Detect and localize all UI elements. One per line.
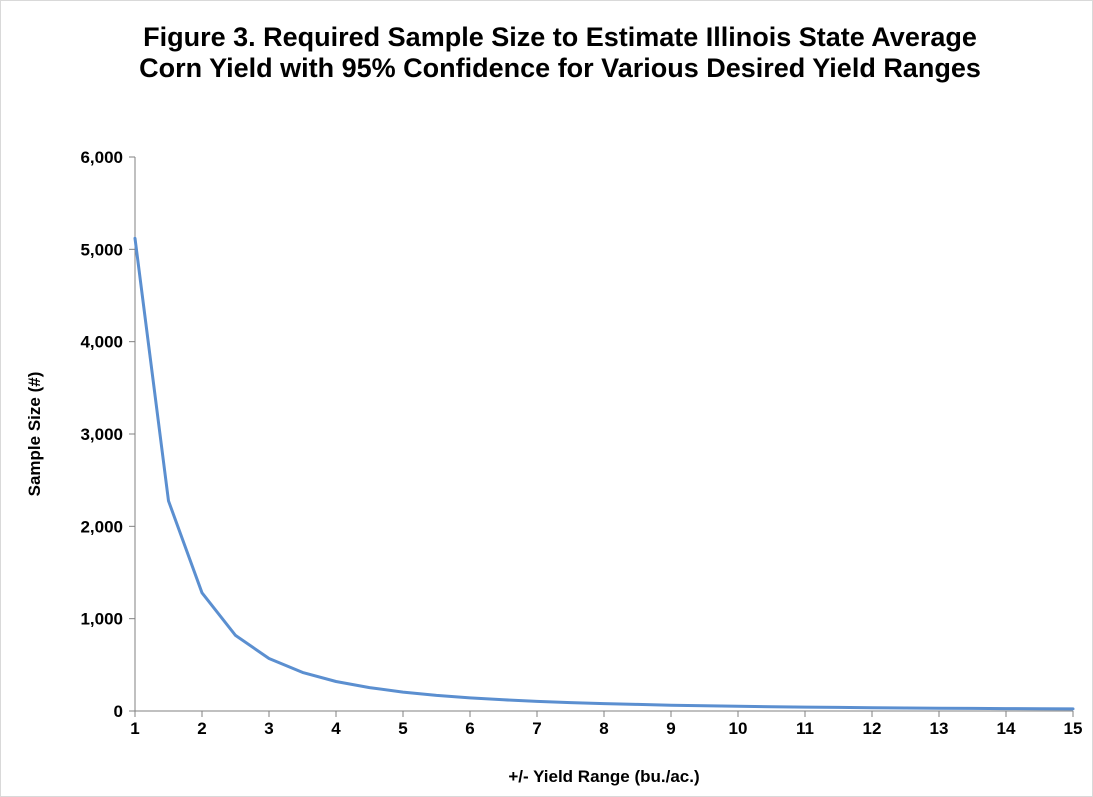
x-tick-label: 9 <box>666 719 675 738</box>
y-tick-label: 4,000 <box>80 333 123 352</box>
y-tick-label: 3,000 <box>80 425 123 444</box>
x-tick-label: 2 <box>197 719 206 738</box>
series-layer <box>133 236 1075 711</box>
x-tick-label: 8 <box>599 719 608 738</box>
x-tick-label: 7 <box>532 719 541 738</box>
x-tick-label: 14 <box>997 719 1016 738</box>
x-tick-label: 5 <box>398 719 407 738</box>
x-tick-label: 6 <box>465 719 474 738</box>
y-axis-title: Sample Size (#) <box>25 372 44 497</box>
x-tick-label: 11 <box>796 719 814 738</box>
y-axis-ticks: 0 1,000 2,000 3,000 4,000 5,000 6,000 <box>80 148 135 721</box>
x-tick-label: 4 <box>331 719 341 738</box>
y-tick-label: 6,000 <box>80 148 123 167</box>
y-tick-label: 1,000 <box>80 610 123 629</box>
x-tick-label: 10 <box>729 719 748 738</box>
y-tick-label: 0 <box>114 702 123 721</box>
x-axis-ticks: 1 2 3 4 5 6 7 8 9 10 11 12 13 14 15 <box>130 711 1082 738</box>
y-tick-label: 2,000 <box>80 517 123 536</box>
series-line-0 <box>133 236 1075 711</box>
x-tick-label: 3 <box>264 719 273 738</box>
y-tick-label: 5,000 <box>80 240 123 259</box>
x-tick-label: 13 <box>930 719 949 738</box>
x-axis-title: +/- Yield Range (bu./ac.) <box>508 767 699 786</box>
chart-title: Figure 3. Required Sample Size to Estima… <box>139 22 981 83</box>
x-tick-label: 12 <box>863 719 882 738</box>
x-tick-label: 1 <box>130 719 139 738</box>
x-tick-label: 15 <box>1064 719 1083 738</box>
